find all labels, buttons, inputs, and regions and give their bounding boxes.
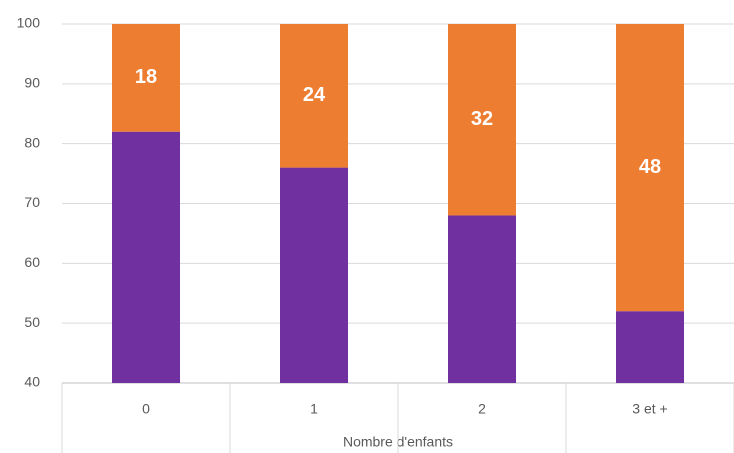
bar-segment xyxy=(448,215,516,383)
y-tick-label: 70 xyxy=(24,194,40,210)
y-tick-label: 90 xyxy=(24,75,40,91)
bar-segment xyxy=(280,24,348,168)
x-tick-label: 0 xyxy=(142,401,150,417)
data-label: 24 xyxy=(303,84,326,106)
x-tick-label: 3 et + xyxy=(632,401,667,417)
data-label: 18 xyxy=(135,66,157,88)
x-tick-label: 1 xyxy=(310,401,318,417)
y-tick-label: 60 xyxy=(24,254,40,270)
y-tick-label: 100 xyxy=(17,15,41,31)
data-label: 48 xyxy=(639,156,661,178)
bar-segment xyxy=(616,24,684,312)
data-label: 32 xyxy=(471,108,493,130)
bar-segment xyxy=(280,167,348,383)
bar-segment xyxy=(112,24,180,132)
bar-segment xyxy=(616,311,684,383)
y-tick-label: 50 xyxy=(24,314,40,330)
y-tick-label: 80 xyxy=(24,134,40,150)
y-tick-label: 40 xyxy=(24,374,40,390)
x-tick-label: 2 xyxy=(478,401,486,417)
bar-segment xyxy=(112,131,180,383)
bar-segment xyxy=(448,24,516,216)
